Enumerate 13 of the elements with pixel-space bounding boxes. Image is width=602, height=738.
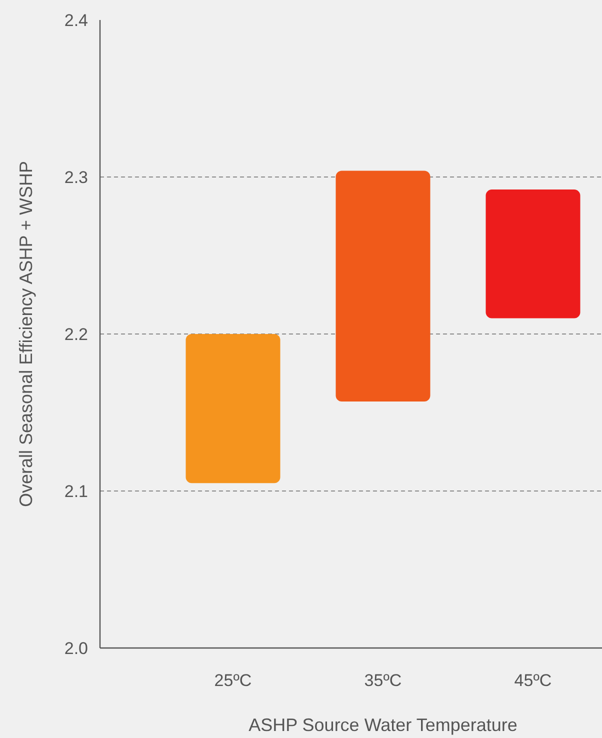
bar: [186, 334, 280, 484]
x-tick-label: 45ºC: [514, 671, 552, 690]
y-tick-label: 2.4: [64, 10, 88, 30]
bar: [336, 170, 430, 402]
y-tick-label: 2.0: [64, 638, 88, 658]
y-tick-label: 2.2: [64, 324, 88, 344]
y-tick-label: 2.1: [64, 482, 88, 501]
bar: [486, 190, 580, 318]
x-tick-label: 35ºC: [364, 671, 402, 690]
x-axis-title: ASHP Source Water Temperature: [248, 715, 518, 735]
y-tick-label: 2.3: [64, 168, 88, 187]
x-tick-label: 25ºC: [214, 671, 252, 690]
y-axis-title: Overall Seasonal Efficiency ASHP + WSHP: [16, 161, 36, 507]
